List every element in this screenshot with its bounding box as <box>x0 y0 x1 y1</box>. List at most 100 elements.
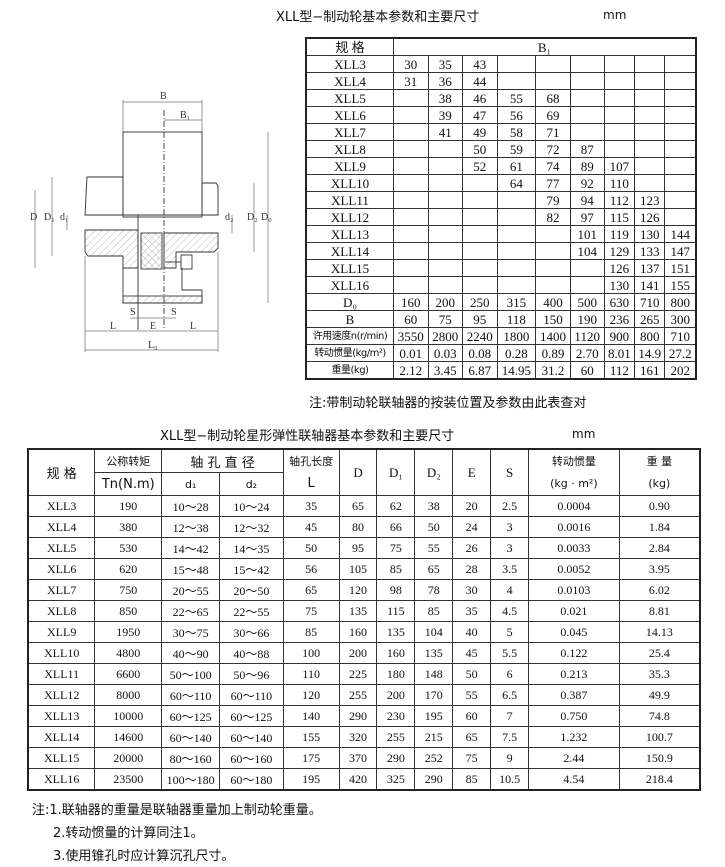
D-cell: 95 <box>338 537 378 559</box>
b1-value-cell: 49 <box>462 123 498 141</box>
table-row: XLL13 101 119 130 144 <box>305 225 697 243</box>
b1-value-cell <box>634 72 666 90</box>
model-cell: XLL6 <box>27 558 96 580</box>
table-row: XLL8 50 59 72 87 <box>305 140 697 158</box>
D2-cell: 215 <box>414 726 454 748</box>
length-cell: 100 <box>282 642 340 664</box>
S-cell: 5.5 <box>490 642 530 664</box>
inertia-cell: 0.045 <box>528 621 620 643</box>
b1-value-cell <box>427 191 464 209</box>
b1-value-cell <box>496 191 537 209</box>
b1-value-cell: 77 <box>535 174 571 192</box>
param-value-cell: 265 <box>634 310 666 328</box>
b1-value-cell: 126 <box>603 259 636 277</box>
table-row: XLL6 39 47 56 69 <box>305 106 697 124</box>
b1-value-cell <box>664 140 697 158</box>
b1-value-cell <box>664 174 697 192</box>
torque-cell: 530 <box>94 537 163 559</box>
S-cell: 4.5 <box>490 600 530 622</box>
table-row: XLL15 126 137 151 <box>305 259 697 277</box>
E-cell: 24 <box>452 516 492 538</box>
param-value-cell: 900 <box>603 327 636 345</box>
b1-value-cell <box>569 276 605 294</box>
D1-cell: 115 <box>376 600 416 622</box>
top-table-note: 注:带制动轮联轴器的按装位置及参数由此表查对 <box>309 396 587 411</box>
weight-cell: 0.90 <box>618 495 701 517</box>
param-value-cell: 1400 <box>535 327 571 345</box>
weight-cell: 74.8 <box>618 705 701 727</box>
dim-label-d2: d₂ <box>225 212 234 223</box>
b1-value-cell <box>496 55 537 73</box>
length-cell: 195 <box>282 768 340 791</box>
param-value-cell: 1120 <box>569 327 605 345</box>
model-cell: XLL4 <box>27 516 96 538</box>
b1-value-cell: 44 <box>462 72 498 90</box>
b1-value-cell <box>603 72 636 90</box>
param-value-cell: 150 <box>535 310 571 328</box>
table-row: XLL7 750 20～55 20～50 65 120 98 78 30 4 0.0103 6.02 <box>27 579 701 601</box>
b1-value-cell <box>427 157 464 175</box>
weight-cell: 100.7 <box>618 726 701 748</box>
D2-cell: 78 <box>414 579 454 601</box>
b1-value-cell: 155 <box>664 276 697 294</box>
b1-value-cell <box>664 123 697 141</box>
table-row: XLL3 190 10～28 10～24 35 65 62 38 20 2.5 0.0004 0.90 <box>27 495 701 517</box>
S-cell: 3.5 <box>490 558 530 580</box>
b1-value-cell <box>427 225 464 243</box>
dim-label-D1: D₁ <box>44 212 55 223</box>
table-row: XLL14 14600 60～140 60～140 155 320 255 215 65 7.5 1… <box>27 726 701 748</box>
b1-value-cell <box>496 242 537 260</box>
b1-value-cell <box>664 72 697 90</box>
bottom-note-1: 注:1.联轴器的重量是联轴器重量加上制动轮重量。 <box>32 803 322 818</box>
header-bore-diameter: 轴 孔 直 径 <box>161 448 284 473</box>
right-hub-section <box>163 232 219 269</box>
b1-value-cell <box>634 123 666 141</box>
param-label-cell: 转动惯量(kg/m²) <box>305 344 394 362</box>
table-row: XLL11 79 94 112 123 <box>305 191 697 209</box>
weight-cell: 35.3 <box>618 663 701 685</box>
b1-value-cell <box>535 242 571 260</box>
E-cell: 65 <box>452 726 492 748</box>
b1-value-cell <box>393 123 429 141</box>
D-cell: 135 <box>338 600 378 622</box>
torque-cell: 23500 <box>94 768 163 791</box>
brake-wheel-upper <box>122 131 203 218</box>
param-value-cell: 2800 <box>427 327 464 345</box>
b1-value-cell: 72 <box>535 140 571 158</box>
S-cell: 3 <box>490 516 530 538</box>
b1-value-cell <box>393 89 429 107</box>
E-cell: 55 <box>452 684 492 706</box>
param-value-cell: 710 <box>634 293 666 311</box>
bottom-note-3: 3.使用锥孔时应计算沉孔尺寸。 <box>53 849 235 864</box>
b1-value-cell: 64 <box>496 174 537 192</box>
param-value-cell: 315 <box>496 293 537 311</box>
D-cell: 120 <box>338 579 378 601</box>
length-cell: 140 <box>282 705 340 727</box>
b1-value-cell <box>569 55 605 73</box>
table-row: XLL11 6600 50～100 50～96 110 225 180 148 50 6 0.213… <box>27 663 701 685</box>
S-cell: 6 <box>490 663 530 685</box>
param-value-cell: 0.89 <box>535 344 571 362</box>
param-value-cell: 300 <box>664 310 697 328</box>
model-cell: XLL8 <box>27 600 96 622</box>
b1-value-cell <box>664 157 697 175</box>
D2-cell: 290 <box>414 768 454 791</box>
inertia-cell: 4.54 <box>528 768 620 791</box>
b1-value-cell <box>393 106 429 124</box>
d1-cell: 40～90 <box>161 642 221 664</box>
model-cell: XLL3 <box>305 55 394 73</box>
model-cell: XLL11 <box>27 663 96 685</box>
model-cell: XLL9 <box>305 157 394 175</box>
b1-value-cell <box>664 106 697 124</box>
length-cell: 110 <box>282 663 340 685</box>
b1-value-cell: 126 <box>634 208 666 226</box>
model-cell: XLL7 <box>305 123 394 141</box>
bottom-note-2: 2.转动惯量的计算同注1。 <box>53 826 204 841</box>
D-cell: 320 <box>338 726 378 748</box>
model-cell: XLL9 <box>27 621 96 643</box>
b1-value-cell <box>664 89 697 107</box>
D-cell: 420 <box>338 768 378 791</box>
header-inertia: 转动惯量 <box>528 448 620 473</box>
header-torque: 公称转矩 <box>94 448 163 473</box>
b1-value-cell: 35 <box>427 55 464 73</box>
